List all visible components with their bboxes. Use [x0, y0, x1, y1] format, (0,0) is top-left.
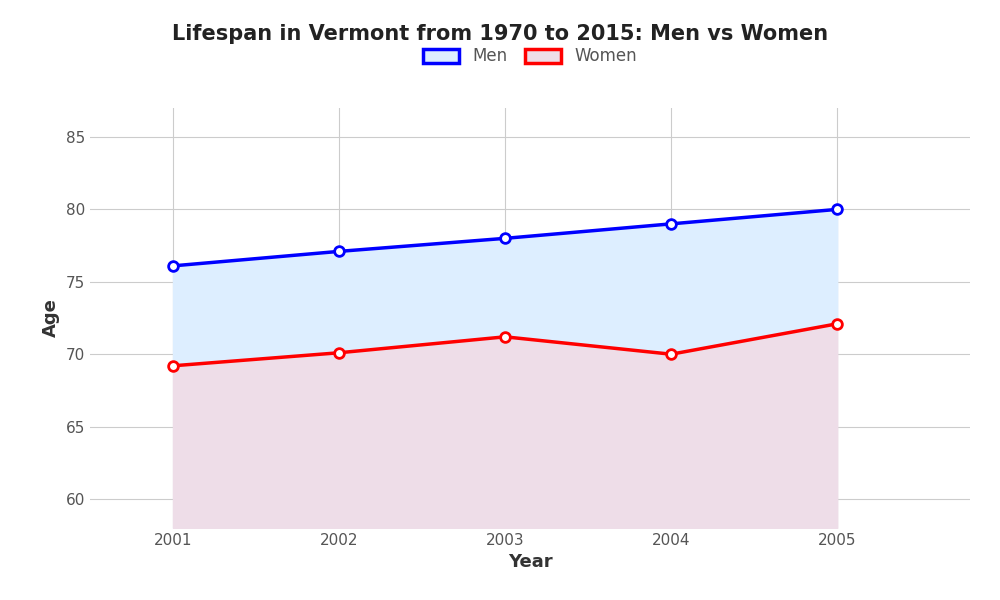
Legend: Men, Women: Men, Women [416, 41, 644, 72]
X-axis label: Year: Year [508, 553, 552, 571]
Y-axis label: Age: Age [42, 299, 60, 337]
Text: Lifespan in Vermont from 1970 to 2015: Men vs Women: Lifespan in Vermont from 1970 to 2015: M… [172, 24, 828, 44]
